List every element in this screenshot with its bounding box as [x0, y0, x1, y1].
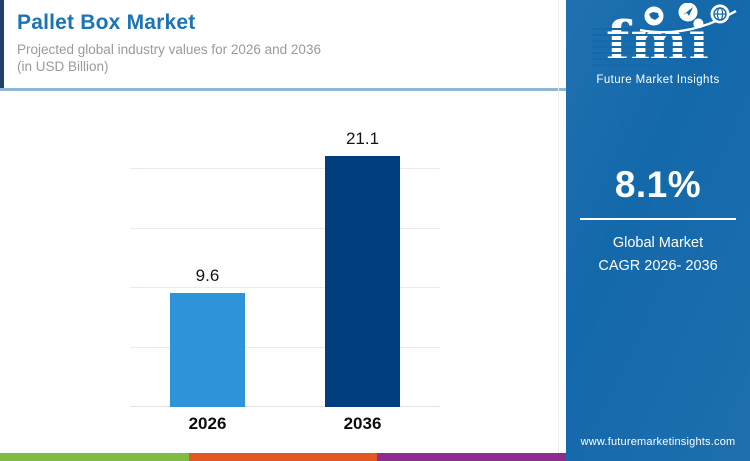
value-label-2026: 9.6: [195, 265, 220, 285]
header-rule: [0, 88, 566, 91]
subtitle-line-2: (in USD Billion): [17, 59, 109, 74]
header: Pallet Box Market Projected global indus…: [0, 0, 566, 88]
header-accent-bar: [0, 0, 4, 88]
cagr-label-line-2: CAGR 2026- 2036: [598, 258, 718, 274]
map-icon: [644, 6, 664, 26]
stripe-segment-2: [188, 453, 378, 461]
value-label-2036: 21.1: [345, 129, 380, 149]
bar-column-2026: 9.6: [130, 110, 285, 407]
plot-area: 9.6 21.1: [130, 110, 440, 407]
fmi-logo-mark: fmi: [592, 3, 737, 74]
fmi-logo-tagline: Future Market Insights: [596, 74, 720, 86]
cagr-divider: [580, 218, 736, 220]
website-url: www.futuremarketinsights.com: [580, 436, 736, 448]
fmi-logo: fmi: [566, 3, 750, 86]
bar-2036: [325, 156, 400, 407]
globe-icon: [710, 4, 730, 24]
bar-column-2036: 21.1: [285, 110, 440, 407]
sidebar: fmi: [566, 0, 750, 461]
gridline-20: [130, 168, 440, 170]
category-labels: 2026 2036: [130, 414, 440, 434]
cagr-block: 8.1% Global Market CAGR 2026- 2036: [566, 164, 750, 278]
stripe-segment-1: [0, 453, 189, 461]
gridline-15: [130, 227, 440, 229]
x-axis-baseline: [130, 406, 440, 407]
cagr-label: Global Market CAGR 2026- 2036: [566, 232, 750, 278]
category-label-2026: 2026: [188, 414, 227, 433]
chart-subtitle: Projected global industry values for 202…: [17, 41, 550, 75]
subtitle-line-1: Projected global industry values for 202…: [17, 42, 321, 57]
cagr-label-line-1: Global Market: [612, 235, 704, 251]
category-label-2036: 2036: [343, 414, 382, 433]
gridline-10: [130, 287, 440, 289]
stripe-segment-3: [377, 453, 567, 461]
footer-stripe: [0, 453, 567, 461]
chart-panel: Pallet Box Market Projected global indus…: [0, 0, 567, 461]
paper-plane-icon: [678, 3, 698, 22]
gridline-5: [130, 346, 440, 348]
page-title: Pallet Box Market: [17, 11, 196, 34]
bar-2026: [170, 292, 245, 407]
panel-divider: [558, 0, 559, 461]
cagr-value: 8.1%: [614, 164, 702, 205]
fmi-logo-icons: [639, 3, 737, 34]
